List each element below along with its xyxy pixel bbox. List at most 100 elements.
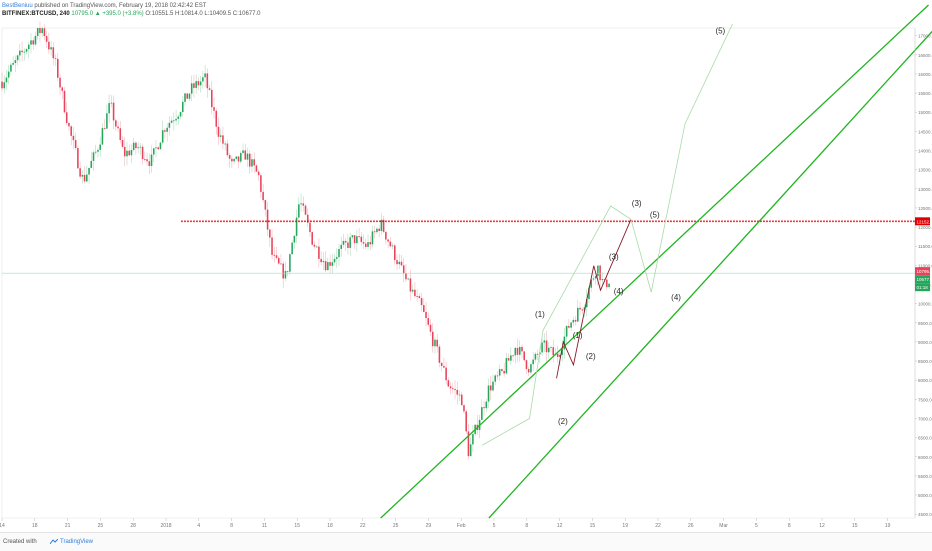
candle-body bbox=[515, 348, 517, 355]
x-tick-label: 15 bbox=[852, 523, 858, 529]
candle-body bbox=[70, 126, 72, 136]
candle-body bbox=[309, 223, 311, 232]
price-tick-label: 7000.0 bbox=[918, 416, 932, 421]
candle-body bbox=[332, 262, 334, 266]
candle-body bbox=[249, 154, 251, 167]
price-tick-label: 9500.0 bbox=[918, 321, 932, 326]
candle-body bbox=[503, 371, 505, 373]
candle-body bbox=[523, 351, 525, 360]
candle-body bbox=[289, 254, 291, 271]
candle-body bbox=[86, 175, 88, 182]
candle-body bbox=[573, 320, 575, 323]
candle-body bbox=[441, 363, 443, 366]
candle-body bbox=[300, 203, 302, 204]
candle-body bbox=[374, 231, 376, 232]
candle-body bbox=[369, 242, 371, 244]
candle-body bbox=[535, 354, 537, 360]
candle-body bbox=[287, 271, 289, 272]
candle-body bbox=[298, 204, 300, 217]
candle-body bbox=[343, 241, 345, 245]
candle-body bbox=[521, 347, 523, 351]
x-tick-label: 19 bbox=[885, 523, 891, 529]
candle-body bbox=[28, 45, 30, 49]
candle-body bbox=[213, 107, 215, 111]
candle-body bbox=[363, 242, 365, 244]
wave-label: (2) bbox=[586, 352, 596, 361]
candle-body bbox=[151, 155, 153, 166]
candle-body bbox=[242, 150, 244, 153]
candle-body bbox=[425, 312, 427, 318]
x-tick-label: 25 bbox=[98, 523, 104, 529]
candle-body bbox=[180, 112, 182, 116]
x-tick-label: 22 bbox=[655, 523, 661, 529]
candle-body bbox=[320, 259, 322, 262]
candle-body bbox=[316, 247, 318, 248]
candle-body bbox=[108, 103, 110, 113]
candle-body bbox=[410, 279, 412, 292]
resistance-price-text: 12152.0 bbox=[917, 219, 932, 224]
candle-body bbox=[452, 388, 454, 389]
candle-body bbox=[21, 51, 23, 52]
candle-body bbox=[421, 298, 423, 305]
candle-body bbox=[258, 172, 260, 176]
candle-body bbox=[68, 123, 70, 126]
candle-body bbox=[200, 81, 202, 85]
candle-body bbox=[50, 47, 52, 49]
candle-body bbox=[128, 151, 130, 156]
candle-body bbox=[231, 159, 233, 162]
candle-body bbox=[207, 73, 209, 88]
candle-body bbox=[24, 52, 26, 53]
candle-body bbox=[508, 358, 510, 361]
x-tick-label: 18 bbox=[32, 523, 38, 529]
candle-body bbox=[244, 150, 246, 159]
candle-body bbox=[318, 247, 320, 259]
candle-body bbox=[597, 266, 599, 277]
candle-body bbox=[510, 355, 512, 360]
candle-body bbox=[345, 241, 347, 243]
candle-body bbox=[314, 245, 316, 247]
price-tick-label: 4500.0 bbox=[918, 512, 932, 517]
candle-body bbox=[265, 200, 267, 210]
x-tick-label: 14 bbox=[0, 523, 5, 529]
candle-body bbox=[427, 318, 429, 325]
price-tick-label: 17000.0 bbox=[918, 34, 932, 39]
candle-body bbox=[256, 165, 258, 171]
candle-body bbox=[376, 229, 378, 232]
x-tick-label: 12 bbox=[557, 523, 563, 529]
candle-body bbox=[198, 81, 200, 85]
price-tick-label: 12500.0 bbox=[918, 206, 932, 211]
tradingview-link[interactable]: TradingView bbox=[60, 539, 93, 545]
x-tick-label: 11 bbox=[262, 523, 267, 529]
candle-body bbox=[191, 83, 193, 93]
candle-body bbox=[568, 326, 570, 328]
candle-body bbox=[329, 262, 331, 266]
price-tick-label: 14000.0 bbox=[918, 149, 932, 154]
x-tick-label: 5 bbox=[493, 523, 496, 529]
candle-body bbox=[296, 218, 298, 236]
candle-body bbox=[164, 130, 166, 131]
candle-body bbox=[44, 28, 46, 36]
candle-body bbox=[434, 340, 436, 346]
candle-body bbox=[494, 376, 496, 382]
candle-body bbox=[186, 93, 188, 98]
candle-body bbox=[30, 40, 32, 44]
candle-body bbox=[394, 245, 396, 260]
candle-body bbox=[155, 147, 157, 148]
candle-body bbox=[204, 73, 206, 77]
candle-body bbox=[32, 40, 34, 44]
candle-body bbox=[282, 264, 284, 279]
candle-body bbox=[41, 28, 43, 33]
candle-body bbox=[497, 376, 499, 377]
price-tick-label: 6500.0 bbox=[918, 436, 932, 441]
candle-body bbox=[372, 231, 374, 244]
candle-body bbox=[195, 81, 197, 88]
candle-body bbox=[490, 385, 492, 390]
footer-bar: Created with TradingView bbox=[0, 532, 932, 551]
countdown-text: 01:18 bbox=[917, 285, 929, 290]
candle-body bbox=[481, 407, 483, 420]
candle-body bbox=[432, 332, 434, 346]
candle-body bbox=[26, 49, 28, 52]
wave-label: (5) bbox=[650, 210, 660, 219]
candle-body bbox=[291, 243, 293, 255]
